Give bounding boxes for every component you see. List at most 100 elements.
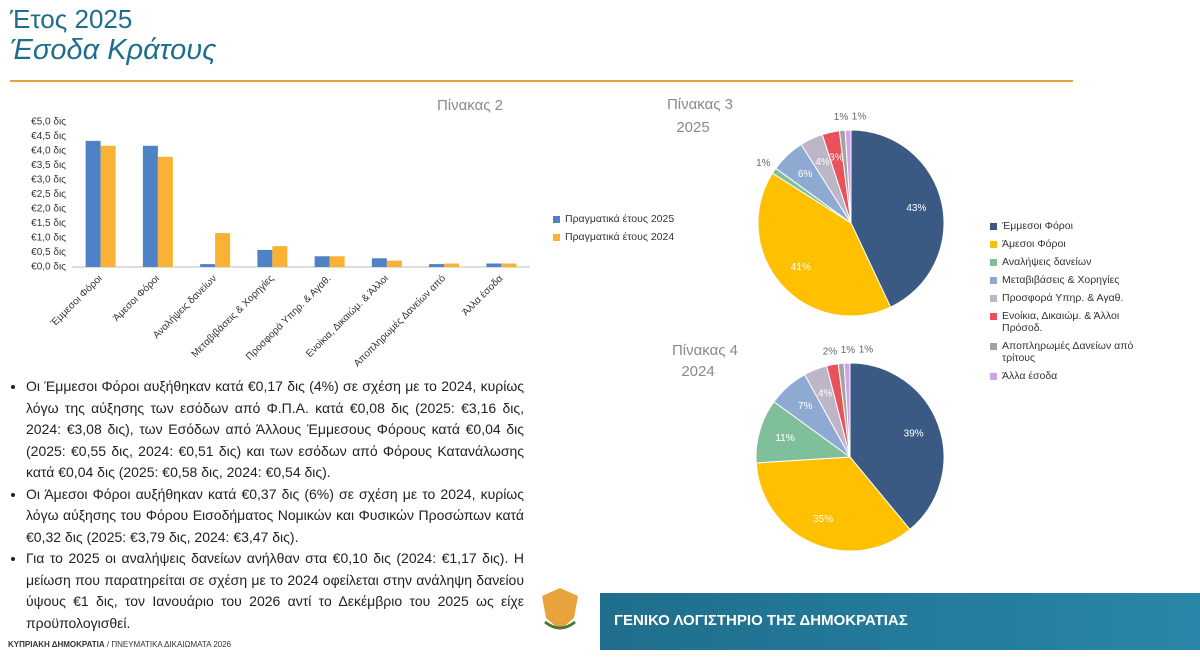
y-tick-label: €5,0 δις [31,117,66,128]
bar [85,140,101,267]
pie-slice [850,129,945,308]
chart-subtitle: 2024 [681,363,714,380]
pie-slice [755,456,911,552]
bar [100,145,116,267]
pie-label: 1% [841,345,856,356]
y-tick-label: €2,5 δις [31,189,66,200]
pie-label: 43% [906,203,926,214]
y-tick-label: €2,0 δις [31,204,66,215]
y-tick-label: €3,5 δις [31,160,66,171]
legend-item: Πραγματικά έτους 2024 [553,231,678,243]
chart-subtitle: 2025 [676,119,709,136]
legend-label: Μεταβιβάσεις & Χορηγίες [1002,274,1120,286]
legend-swatch [990,313,997,320]
bar [444,263,460,267]
bullet: Οι Έμμεσοι Φόροι αυξήθηκαν κατά €0,17 δι… [26,376,524,484]
y-tick-label: €1,0 δις [31,233,66,244]
chart-title: Πίνακας 2 [437,97,503,114]
legend-item: Άμεσοι Φόροι [990,238,1150,250]
legend-item: Αποπληρωμές Δανείων από τρίτους [990,340,1150,364]
bar [314,256,330,267]
bar [257,249,273,267]
emblem [522,578,598,640]
legend-swatch [990,241,997,248]
slide-title: Έτος 2025 [10,4,133,34]
legend-swatch [990,223,997,230]
pie-label: 1% [834,112,849,123]
pie-label: 4% [818,389,833,400]
bullet-list: Οι Έμμεσοι Φόροι αυξήθηκαν κατά €0,17 δι… [4,376,524,634]
footer-rights: / ΠΝΕΥΜΑΤΙΚΑ ΔΙΚΑΙΩΜΑΤΑ 2026 [106,640,232,649]
bullet: Οι Άμεσοι Φόροι αυξήθηκαν κατά €0,37 δις… [26,484,524,549]
pie-label: 1% [756,158,771,169]
y-tick-label: €4,0 δις [31,146,66,157]
bar [142,145,158,267]
legend-item: Άλλα έσοδα [990,370,1150,382]
legend-label: Έμμεσοι Φόροι [1002,220,1073,232]
legend-label: Αναλήψεις δανείων [1002,256,1092,268]
y-tick-label: €0,5 δις [31,247,66,258]
legend-item: Ενοίκια, Δικαιώμ. & Άλλοι Πρόσοδ. [990,310,1150,334]
legend-item: Μεταβιβάσεις & Χορηγίες [990,274,1150,286]
banner: ΓΕΝΙΚΟ ΛΟΓΙΣΤΗΡΙΟ ΤΗΣ ΔΗΜΟΚΡΑΤΙΑΣ [600,593,1200,650]
legend-item: Αναλήψεις δανείων [990,256,1150,268]
pie-label: 4% [815,157,830,168]
bar [371,258,387,267]
pie-slice [849,362,945,531]
legend-label: Ενοίκια, Δικαιώμ. & Άλλοι Πρόσοδ. [1002,310,1120,334]
pie-label: 3% [829,152,844,163]
legend-swatch [990,373,997,380]
bar [429,264,445,267]
x-tick-label: Αναλήψεις δανείων [150,273,219,342]
legend-label: Πραγματικά έτους 2024 [565,231,675,243]
bar [329,256,345,267]
legend-swatch [553,234,560,241]
legend-item: Έμμεσοι Φόροι [990,220,1150,232]
pie-label: 1% [852,112,867,123]
pie-label: 41% [791,262,811,273]
legend-label: Άλλα έσοδα [1002,370,1058,382]
pie-slice [755,401,852,464]
chart-title: Πίνακας 4 [672,342,738,359]
banner-text: ΓΕΝΙΚΟ ΛΟΓΙΣΤΗΡΙΟ ΤΗΣ ΔΗΜΟΚΡΑΤΙΑΣ [614,612,908,629]
pie-label: 35% [813,514,833,525]
legend-item: Πραγματικά έτους 2025 [553,213,678,225]
bar [215,233,231,267]
y-tick-label: €3,0 δις [31,175,66,186]
bar [386,260,402,267]
legend-swatch [990,295,997,302]
pie-slice [757,172,892,317]
pie-label: 6% [798,169,813,180]
pie-label: 39% [904,429,924,440]
bar [501,263,517,267]
footer: ΚΥΠΡΙΑΚΗ ΔΗΜΟΚΡΑΤΙΑ / ΠΝΕΥΜΑΤΙΚΑ ΔΙΚΑΙΩΜ… [8,640,231,649]
x-tick-label: Αποπληρωμές Δανείων από [351,272,448,369]
pie-label: 7% [798,401,813,412]
legend-label: Πραγματικά έτους 2025 [565,213,675,225]
bar-legend: Πραγματικά έτους 2025 Πραγματικά έτους 20… [553,213,678,249]
legend-label: Αποπληρωμές Δανείων από τρίτους [1002,340,1134,364]
x-tick-label: Άλλα έσοδα [460,272,506,318]
y-tick-label: €4,5 δις [31,131,66,142]
bar [200,264,216,267]
pie-label: 2% [823,346,838,357]
legend-label: Προσφορά Υπηρ. & Αγαθ. [1002,292,1124,304]
x-tick-label: Έμμεσοι Φόροι [48,273,105,330]
bar [486,263,502,267]
x-tick-label: Άμεσοι Φόροι [110,273,161,324]
legend-swatch [990,343,997,350]
legend-item: Προσφορά Υπηρ. & Αγαθ. [990,292,1150,304]
legend-swatch [990,259,997,266]
y-tick-label: €1,5 δις [31,218,66,229]
legend-label: Άμεσοι Φόροι [1002,238,1066,250]
bullet: Για το 2025 οι αναλήψεις δανείων ανήλθαν… [26,548,524,634]
legend-swatch [553,216,560,223]
pie-label: 11% [775,433,794,444]
pie-legend: Έμμεσοι Φόροι Άμεσοι Φόροι Αναλήψεις δανεί… [990,220,1150,388]
chart-title: Πίνακας 3 [667,96,733,113]
bar [157,156,173,267]
footer-org: ΚΥΠΡΙΑΚΗ ΔΗΜΟΚΡΑΤΙΑ [8,640,105,649]
pie-slice [843,362,851,458]
